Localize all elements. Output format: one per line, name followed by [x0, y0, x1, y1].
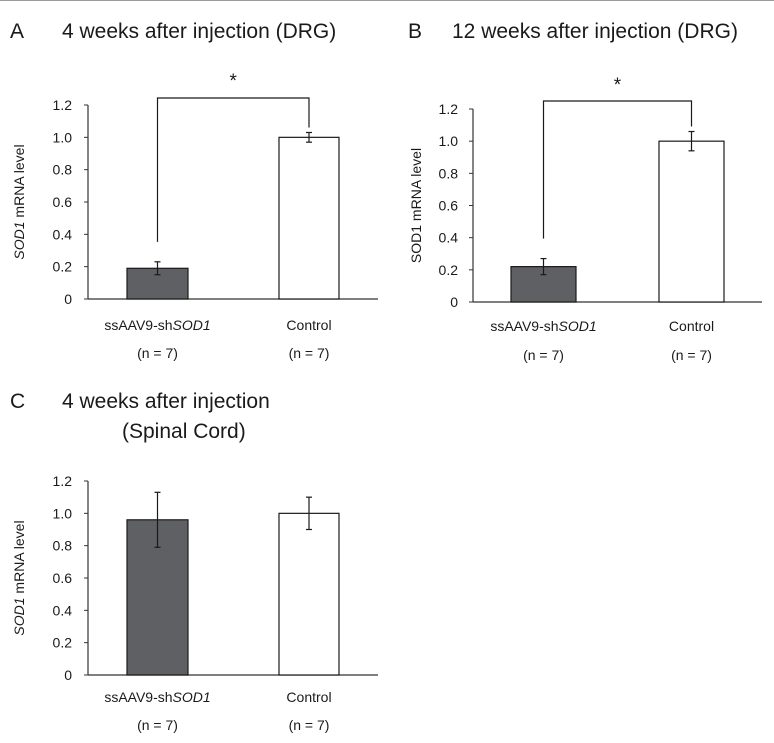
sample-size-label: (n = 7): [523, 347, 564, 363]
panel-c-heading: C 4 weeks after injection (Spinal Cord): [10, 390, 270, 443]
bar-control: [278, 136, 340, 300]
y-tick-label: 1.0: [53, 505, 73, 521]
sample-size-label: (n = 7): [289, 345, 330, 361]
category-label: Control: [669, 318, 714, 334]
sample-size-label: (n = 7): [137, 717, 178, 733]
bar-control: [658, 140, 725, 303]
y-tick-label: 0.6: [53, 570, 73, 586]
significance-bracket: [542, 100, 693, 239]
panel-a-title: 4 weeks after injection (DRG): [62, 20, 336, 43]
top-rule: [0, 0, 774, 1]
y-tick-label: 1.2: [53, 473, 73, 489]
y-tick-label: 0.4: [439, 230, 459, 246]
y-tick-label: 1.2: [53, 97, 73, 113]
significance-bracket: [156, 97, 310, 242]
error-bar: [306, 131, 312, 143]
chart-panel-c: 0 0.2 0.4 0.6 0.8 1.0 1.2 SOD1 mRNA level ssAAV9…: [11, 473, 378, 733]
error-bar: [306, 496, 312, 531]
sample-size-label: (n = 7): [137, 345, 178, 361]
error-bar: [688, 130, 695, 152]
panel-a-letter: A: [10, 20, 24, 43]
y-tick-label: 1.0: [53, 129, 73, 145]
error-bar: [540, 257, 547, 276]
y-tick-label: 0.2: [53, 635, 73, 651]
y-axis-label: SOD1 mRNA level: [11, 520, 27, 635]
y-tick-label: 0: [64, 291, 72, 307]
significance-marker: *: [614, 75, 622, 96]
y-tick-label: 1.2: [439, 101, 459, 117]
sample-size-label: (n = 7): [289, 717, 330, 733]
category-label: ssAAV9-shSOD1: [490, 318, 596, 334]
y-tick-label: 0.2: [53, 259, 73, 275]
error-bar: [154, 261, 161, 276]
y-tick-label: 0.4: [53, 602, 73, 618]
significance-marker: *: [230, 71, 238, 92]
y-tick-label: 0.4: [53, 226, 73, 242]
y-tick-label: 1.0: [439, 133, 459, 149]
category-label: ssAAV9-shSOD1: [104, 689, 210, 705]
error-bar: [154, 491, 161, 548]
panel-b-letter: B: [408, 20, 422, 43]
y-axis-label: SOD1 mRNA level: [11, 144, 27, 259]
chart-panel-b: 0 0.2 0.4 0.6 0.8 1.0 1.2 SOD1 mRNA level ssAAV9…: [408, 75, 762, 363]
chart-panel-a: 0 0.2 0.4 0.6 0.8 1.0 1.2 SOD1 mRNA level ssAAV9…: [11, 71, 378, 361]
bar-control: [278, 512, 340, 676]
panel-c-title-line1: 4 weeks after injection: [62, 390, 270, 413]
panel-c-letter: C: [10, 390, 25, 413]
panel-a-heading: A 4 weeks after injection (DRG): [10, 20, 336, 43]
y-tick-label: 0.8: [53, 162, 73, 178]
category-label: ssAAV9-shSOD1: [104, 317, 210, 333]
y-tick-label: 0.6: [439, 198, 459, 214]
y-tick-label: 0: [64, 667, 72, 683]
y-tick-label: 0.2: [439, 262, 459, 278]
panel-c-title-line2: (Spinal Cord): [122, 420, 246, 443]
panel-b-heading: B 12 weeks after injection (DRG): [408, 20, 738, 43]
category-label: Control: [286, 317, 331, 333]
y-tick-label: 0: [450, 294, 458, 310]
sample-size-label: (n = 7): [671, 347, 712, 363]
y-tick-label: 0.6: [53, 194, 73, 210]
y-tick-label: 0.8: [439, 165, 459, 181]
category-label: Control: [286, 689, 331, 705]
y-tick-label: 0.8: [53, 538, 73, 554]
y-axis-label: SOD1 mRNA level: [408, 148, 424, 263]
panel-b-title: 12 weeks after injection (DRG): [452, 20, 738, 43]
